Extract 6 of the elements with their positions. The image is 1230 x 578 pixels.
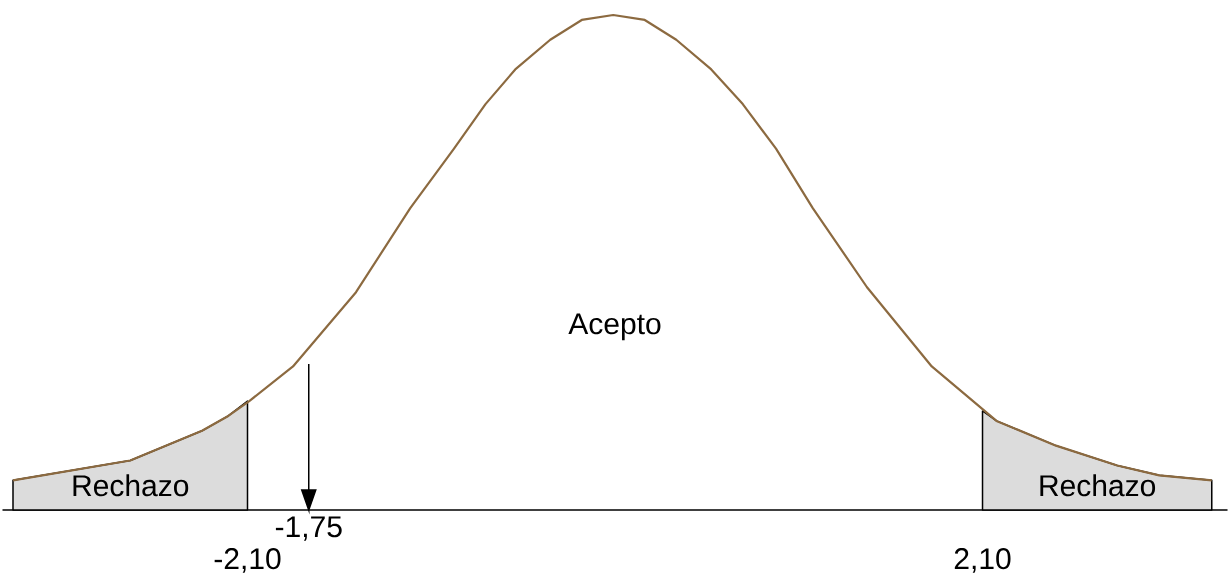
annotation: Acepto [568,313,661,341]
series-label: Rechazo [73,474,189,497]
x-tick-label: 2,10 [954,548,1011,573]
series-label: Rechazo [1040,474,1156,497]
ref-line-label: -1,75 [275,516,342,541]
x-tick-label: -2,10 [214,548,281,573]
